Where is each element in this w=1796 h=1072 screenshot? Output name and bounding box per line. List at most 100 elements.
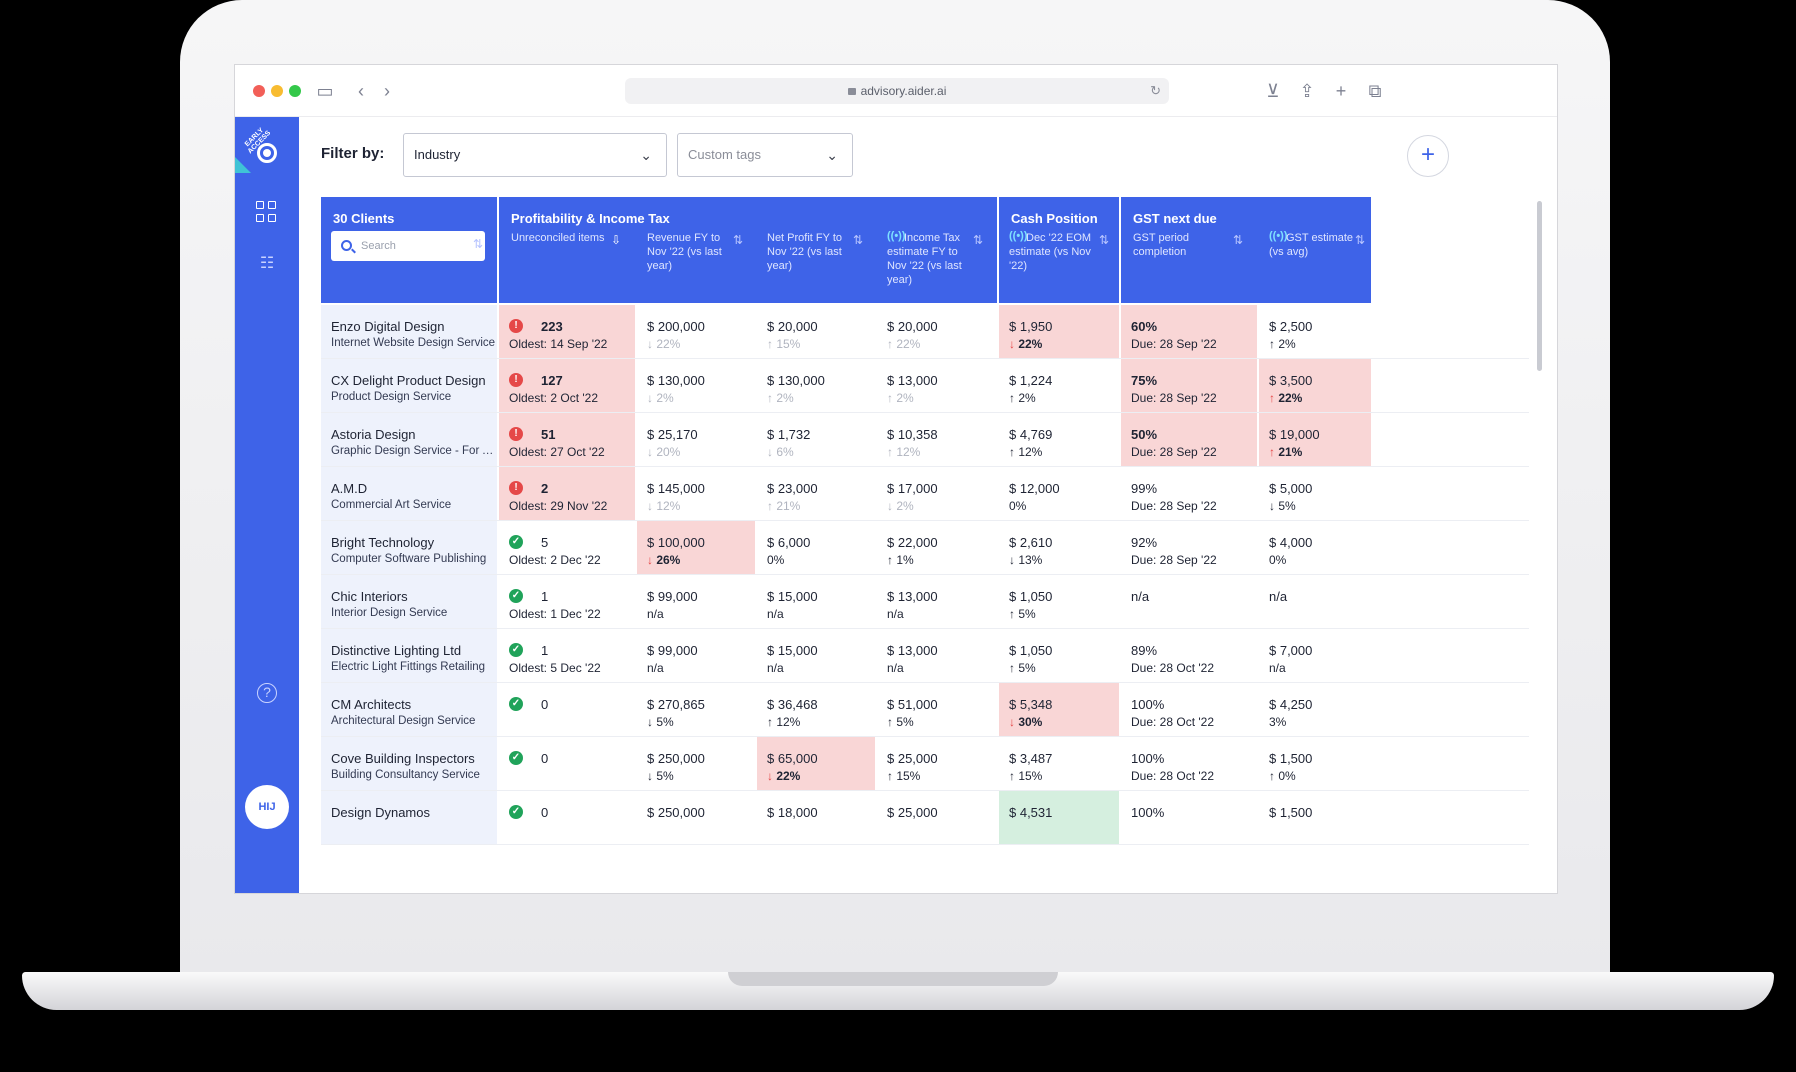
- search-input[interactable]: Search: [331, 231, 485, 261]
- column-income-tax[interactable]: Income Tax estimate FY to Nov '22 (vs la…: [887, 232, 962, 286]
- reload-icon[interactable]: ↻: [1150, 83, 1161, 98]
- client-name[interactable]: Cove Building Inspectors: [331, 751, 475, 766]
- client-name[interactable]: Design Dynamos: [331, 805, 430, 820]
- error-icon: !: [509, 373, 523, 387]
- tabs-overview-icon[interactable]: ⧉: [1368, 81, 1382, 101]
- revenue-cell: $ 130,000 ↓ 2%: [637, 359, 755, 412]
- chevron-down-icon: ⌄: [640, 147, 652, 163]
- table-row[interactable]: A.M.D Commercial Art Service! 2 Oldest: 29 …: [321, 467, 1529, 521]
- new-tab-icon[interactable]: +: [1335, 81, 1347, 101]
- change-value: ↑ 15%: [767, 337, 801, 351]
- gst-cell: 60% Due: 28 Sep '22: [1121, 305, 1257, 358]
- sort-icon[interactable]: ⇅: [473, 237, 484, 251]
- sort-icon[interactable]: ⇅: [1355, 233, 1366, 247]
- client-name-cell[interactable]: Distinctive Lighting Ltd Electric Light F…: [321, 629, 497, 682]
- revenue-cell: $ 25,170 ↓ 20%: [637, 413, 755, 466]
- sort-icon[interactable]: ⇅: [973, 233, 984, 247]
- tax-cell: $ 17,000 ↓ 2%: [877, 467, 997, 520]
- change-value: 0%: [1009, 499, 1027, 513]
- zoom-window-button[interactable]: [289, 85, 301, 97]
- share-icon[interactable]: ⇪: [1299, 81, 1315, 101]
- table-row[interactable]: Distinctive Lighting Ltd Electric Light F…: [321, 629, 1529, 683]
- forward-icon[interactable]: ›: [384, 81, 390, 101]
- change-value: ↑ 2%: [767, 391, 794, 405]
- oldest-date: Oldest: 5 Dec '22: [509, 661, 601, 675]
- address-bar[interactable]: advisory.aider.ai ↻: [625, 78, 1169, 104]
- industry-dropdown[interactable]: Industry ⌄: [403, 133, 667, 177]
- sort-desc-icon[interactable]: ⇩: [611, 233, 622, 247]
- column-revenue[interactable]: Revenue FY to Nov '22 (vs last year): [647, 232, 722, 272]
- client-name-cell[interactable]: Design Dynamos: [321, 791, 497, 844]
- profit-cell: $ 15,000 n/a: [757, 629, 875, 682]
- minimize-window-button[interactable]: [271, 85, 283, 97]
- change-value: n/a: [647, 661, 664, 675]
- aider-logo-icon[interactable]: [257, 143, 277, 163]
- table-row[interactable]: Design Dynamos ✓ 0 $ 250,000 $ 18,000 $ 25,00…: [321, 791, 1529, 845]
- column-unreconciled[interactable]: Unreconciled items: [511, 232, 605, 244]
- table-scrollbar[interactable]: [1537, 201, 1542, 371]
- table-row[interactable]: Astoria Design Graphic Design Service - F…: [321, 413, 1529, 467]
- client-name-cell[interactable]: Bright Technology Computer Software Publi…: [321, 521, 497, 574]
- cash-cell: $ 1,050 ↑ 5%: [999, 575, 1119, 628]
- close-window-button[interactable]: [253, 85, 265, 97]
- column-cash-estimate[interactable]: Dec '22 EOM estimate (vs Nov '22): [1009, 232, 1092, 272]
- client-name[interactable]: CX Delight Product Design: [331, 373, 486, 388]
- unreconciled-count: 0: [541, 805, 549, 820]
- sort-icon[interactable]: ⇅: [733, 233, 744, 247]
- column-net-profit[interactable]: Net Profit FY to Nov '22 (vs last year): [767, 232, 842, 272]
- tax-cell: $ 10,358 ↑ 12%: [877, 413, 997, 466]
- client-name-cell[interactable]: Astoria Design Graphic Design Service - F…: [321, 413, 497, 466]
- revenue-value: $ 200,000: [647, 319, 705, 334]
- client-name-cell[interactable]: CM Architects Architectural Design Servic…: [321, 683, 497, 736]
- cash-cell: $ 1,050 ↑ 5%: [999, 629, 1119, 682]
- table-row[interactable]: CX Delight Product Design Product Design …: [321, 359, 1529, 413]
- column-gst-estimate[interactable]: GST estimate (vs avg): [1269, 232, 1354, 258]
- change-value: ↑ 22%: [1269, 391, 1303, 405]
- help-icon[interactable]: ?: [257, 683, 277, 703]
- client-name[interactable]: CM Architects: [331, 697, 412, 712]
- table-row[interactable]: CM Architects Architectural Design Servic…: [321, 683, 1529, 737]
- profit-cell: $ 20,000 ↑ 15%: [757, 305, 875, 358]
- cash-value: $ 5,348: [1009, 697, 1053, 712]
- sort-icon[interactable]: ⇅: [1099, 233, 1110, 247]
- client-name-cell[interactable]: Enzo Digital Design Internet Website Desi…: [321, 305, 497, 358]
- client-name-cell[interactable]: A.M.D Commercial Art Service: [321, 467, 497, 520]
- sidebar-toggle-icon[interactable]: ▭: [316, 81, 334, 101]
- tax-cell: $ 51,000 ↑ 5%: [877, 683, 997, 736]
- download-icon[interactable]: ⊻: [1266, 81, 1280, 101]
- column-gst-period[interactable]: GST period completion: [1133, 232, 1190, 258]
- add-button[interactable]: +: [1407, 135, 1449, 177]
- table-row[interactable]: Cove Building Inspectors Building Consult…: [321, 737, 1529, 791]
- client-name[interactable]: Bright Technology: [331, 535, 435, 550]
- cash-cell: $ 2,610 ↓ 13%: [999, 521, 1119, 574]
- client-name-cell[interactable]: CX Delight Product Design Product Design …: [321, 359, 497, 412]
- clients-list-icon[interactable]: ☷: [259, 255, 275, 272]
- sort-icon[interactable]: ⇅: [1233, 233, 1244, 247]
- unrec-cell: ✓ 0: [499, 683, 635, 736]
- client-name[interactable]: Enzo Digital Design: [331, 319, 445, 334]
- avatar[interactable]: HIJ: [245, 785, 289, 829]
- gstest-value: $ 4,250: [1269, 697, 1313, 712]
- custom-tags-dropdown[interactable]: Custom tags ⌄: [677, 133, 853, 177]
- client-name[interactable]: A.M.D: [331, 481, 368, 496]
- gst-cell: 50% Due: 28 Sep '22: [1121, 413, 1257, 466]
- gst-due-date: Due: 28 Sep '22: [1131, 499, 1217, 513]
- table-row[interactable]: Enzo Digital Design Internet Website Desi…: [321, 305, 1529, 359]
- tax-cell: $ 13,000 n/a: [877, 629, 997, 682]
- client-name[interactable]: Chic Interiors: [331, 589, 408, 604]
- table-row[interactable]: Bright Technology Computer Software Publi…: [321, 521, 1529, 575]
- client-name-cell[interactable]: Cove Building Inspectors Building Consult…: [321, 737, 497, 790]
- client-industry: Building Consultancy Service: [331, 769, 480, 781]
- back-icon[interactable]: ‹: [358, 81, 364, 101]
- client-name-cell[interactable]: Chic Interiors Interior Design Service: [321, 575, 497, 628]
- table-row[interactable]: Chic Interiors Interior Design Service ✓ 1 O…: [321, 575, 1529, 629]
- dashboard-grid-icon[interactable]: [256, 201, 278, 223]
- sort-icon[interactable]: ⇅: [853, 233, 864, 247]
- revenue-value: $ 25,170: [647, 427, 698, 442]
- client-industry: Graphic Design Service - For Ad...: [331, 445, 497, 457]
- gstest-value: $ 4,000: [1269, 535, 1313, 550]
- client-name[interactable]: Distinctive Lighting Ltd: [331, 643, 462, 658]
- change-value: ↓ 2%: [887, 499, 914, 513]
- client-name[interactable]: Astoria Design: [331, 427, 416, 442]
- url-text: advisory.aider.ai: [860, 84, 947, 98]
